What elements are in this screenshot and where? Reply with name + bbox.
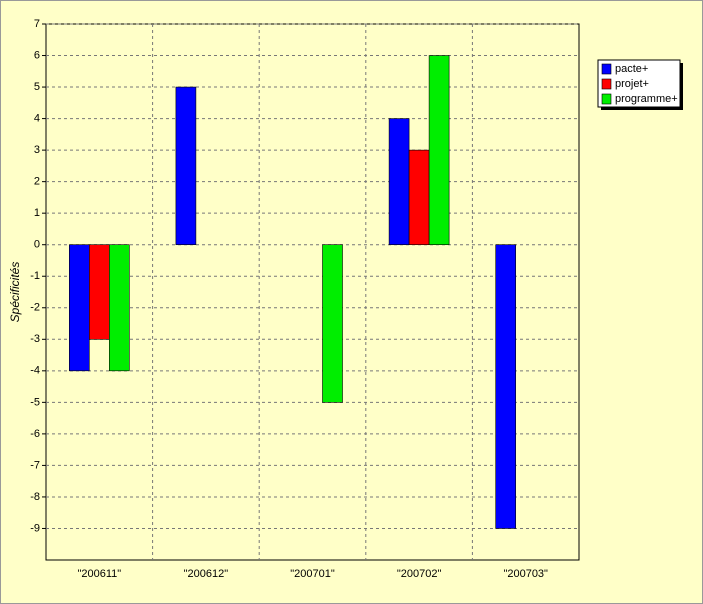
legend-label: pacte+ xyxy=(615,63,648,75)
x-tick-label: "200612" xyxy=(184,568,229,580)
bar xyxy=(388,118,410,246)
legend-swatch xyxy=(601,63,612,75)
plot-area xyxy=(45,23,580,561)
y-tick-label: -9 xyxy=(30,522,40,534)
bar xyxy=(109,244,130,372)
y-tick-label: 1 xyxy=(34,207,40,219)
bar xyxy=(69,244,90,372)
y-tick-label: 7 xyxy=(34,18,40,30)
y-tick-label: 3 xyxy=(34,144,40,156)
legend xyxy=(597,59,681,108)
legend-label: programme+ xyxy=(615,93,678,105)
x-tick-label: "200701" xyxy=(290,568,335,580)
legend-label: projet+ xyxy=(615,78,649,90)
y-tick-label: 2 xyxy=(34,176,40,188)
bar xyxy=(408,149,430,246)
x-tick-label: "200702" xyxy=(397,568,442,580)
bar xyxy=(322,244,343,403)
y-tick-label: 5 xyxy=(34,81,40,93)
y-tick-label: 6 xyxy=(34,49,40,61)
bar xyxy=(428,55,450,246)
y-tick-label: -3 xyxy=(30,333,40,345)
y-tick-label: -4 xyxy=(30,365,40,377)
bar xyxy=(495,244,517,529)
y-tick-label: -7 xyxy=(30,459,40,471)
legend-swatch xyxy=(601,78,612,90)
x-tick-label: "200703" xyxy=(503,568,548,580)
y-tick-label: -5 xyxy=(30,396,40,408)
bar xyxy=(89,244,110,340)
y-tick-label: -8 xyxy=(30,491,40,503)
legend-swatch xyxy=(601,93,612,105)
y-tick-label: 0 xyxy=(34,239,40,251)
y-tick-label: 4 xyxy=(34,112,40,124)
y-axis-label: Spécificités xyxy=(8,262,22,323)
y-tick-label: -6 xyxy=(30,428,40,440)
y-tick-label: -1 xyxy=(30,270,40,282)
bar xyxy=(175,86,197,246)
y-tick-label: -2 xyxy=(30,302,40,314)
x-tick-label: "200611" xyxy=(77,568,121,580)
